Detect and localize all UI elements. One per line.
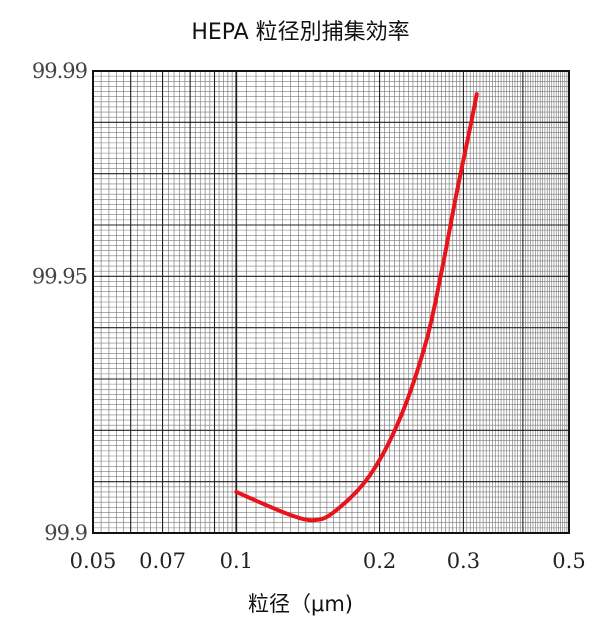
series-layer [234, 92, 479, 523]
x-tick-label: 0.5 [552, 549, 585, 573]
x-tick-label: 0.07 [139, 549, 186, 573]
x-tick-label: 0.1 [220, 549, 253, 573]
grid-minor [93, 71, 569, 533]
grid-major [93, 71, 569, 533]
x-axis-label: 粒径（μm) [247, 592, 353, 616]
y-tick-labels: 99.99 99.95 99.9 [32, 59, 88, 545]
x-tick-labels: 0.05 0.07 0.1 0.2 0.3 0.5 [70, 549, 586, 573]
x-tick-label: 0.05 [70, 549, 117, 573]
y-tick-label: 99.95 [32, 264, 87, 288]
y-tick-label: 99.99 [32, 59, 87, 83]
chart-title: HEPA 粒径別捕集効率 [191, 20, 410, 45]
plot-frame [92, 70, 570, 534]
x-tick-label: 0.3 [447, 549, 480, 573]
y-tick-label: 99.9 [44, 521, 87, 545]
series-line [234, 92, 479, 523]
x-tick-label: 0.2 [363, 549, 396, 573]
